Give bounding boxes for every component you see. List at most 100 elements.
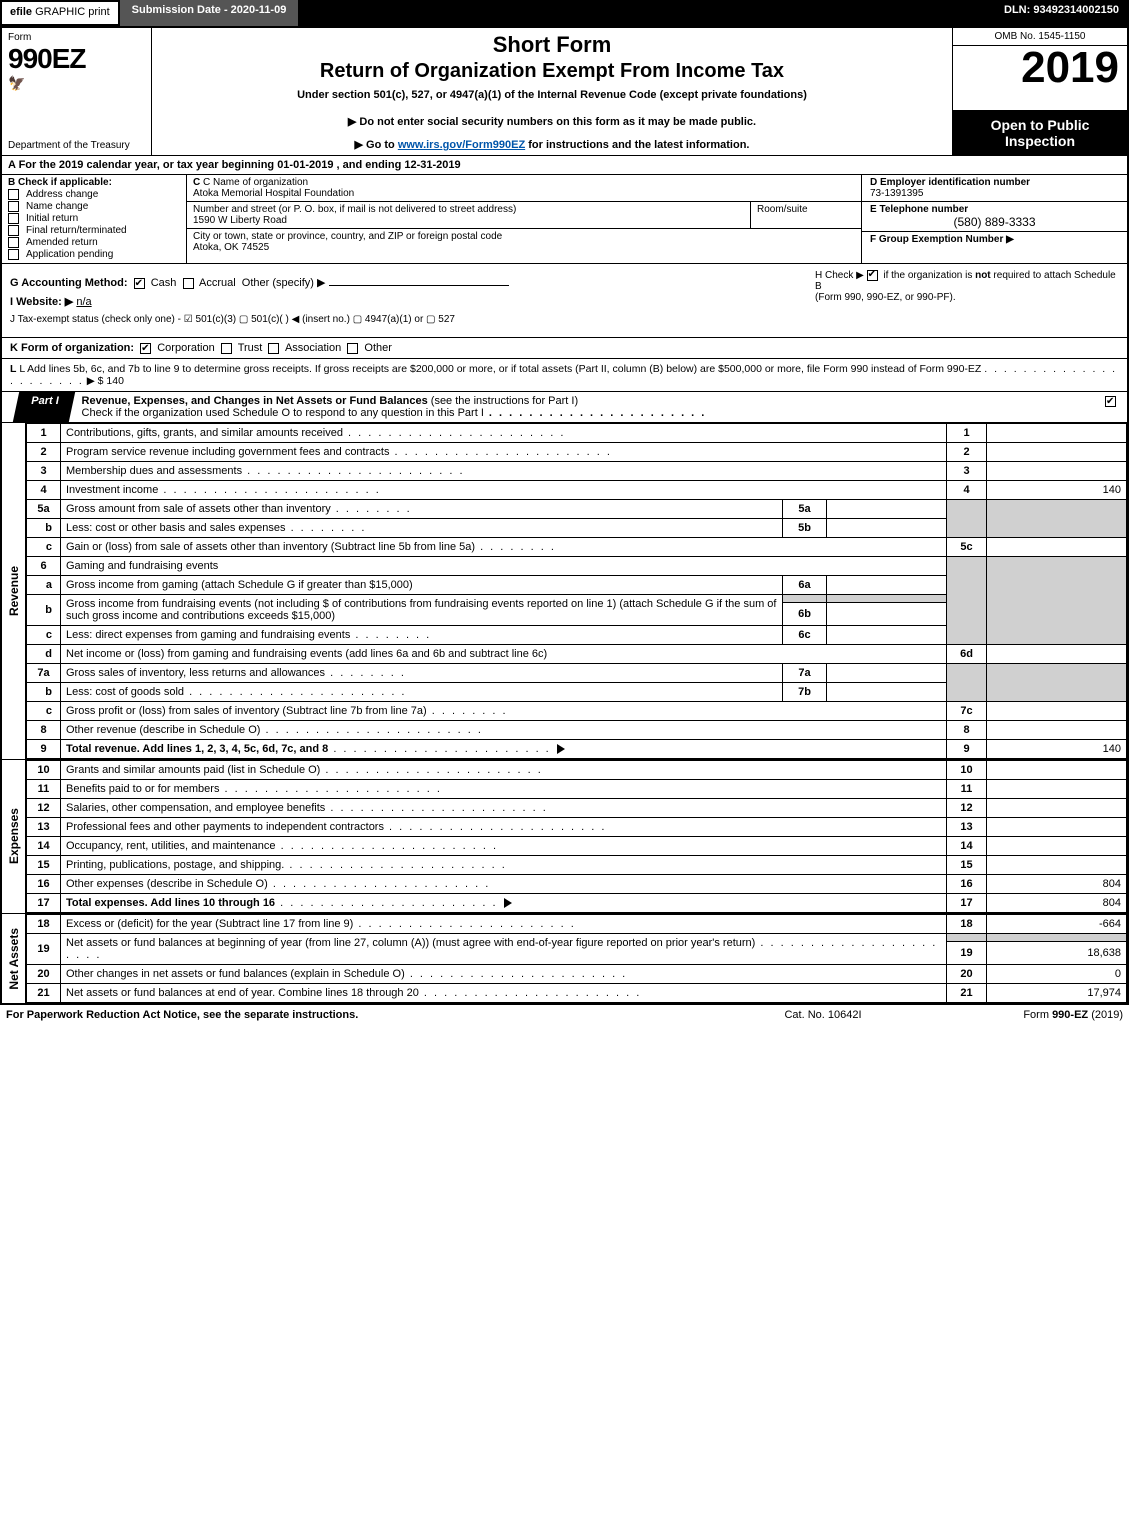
- checkbox-corporation[interactable]: [140, 343, 151, 354]
- checkbox-accrual[interactable]: [183, 278, 194, 289]
- line-num: 15: [27, 856, 61, 875]
- table-row: 18 Excess or (deficit) for the year (Subt…: [27, 915, 1127, 934]
- dots-icon: [260, 724, 482, 736]
- dots-icon: [389, 446, 611, 458]
- checkbox-schedule-b-not-required[interactable]: [867, 270, 878, 281]
- entity-info-block: B Check if applicable: Address change Na…: [2, 175, 1127, 264]
- checkbox-trust[interactable]: [221, 343, 232, 354]
- line-num: 14: [27, 837, 61, 856]
- line-desc: Other revenue (describe in Schedule O): [66, 724, 260, 736]
- checkbox-cash[interactable]: [134, 278, 145, 289]
- line-l-amount: ▶ $ 140: [87, 375, 124, 387]
- checkbox-address-change[interactable]: [8, 189, 19, 200]
- amount: [987, 645, 1127, 664]
- dots-icon: [405, 968, 627, 980]
- goto-suffix: for instructions and the latest informat…: [525, 139, 749, 151]
- grey-cell: [987, 664, 1127, 702]
- line-desc: Other changes in net assets or fund bala…: [66, 968, 405, 980]
- table-row: 10Grants and similar amounts paid (list …: [27, 761, 1127, 780]
- amount: [987, 837, 1127, 856]
- tax-year: 2019: [953, 46, 1127, 111]
- sub-amount: [827, 626, 947, 645]
- sub-amount: [827, 500, 947, 519]
- checkbox-initial-return[interactable]: [8, 213, 19, 224]
- amount: 0: [987, 965, 1127, 984]
- box-num: 6d: [947, 645, 987, 664]
- checkbox-schedule-o-used[interactable]: [1105, 396, 1116, 407]
- line-num: 5a: [27, 500, 61, 519]
- checkbox-final-return[interactable]: [8, 225, 19, 236]
- line-desc: Less: cost or other basis and sales expe…: [66, 522, 286, 534]
- box-c: C C Name of organization Atoka Memorial …: [187, 175, 862, 263]
- line-num: 13: [27, 818, 61, 837]
- sub-box: 7b: [783, 683, 827, 702]
- net-assets-vertical-label: Net Assets: [2, 914, 26, 1003]
- opt-final-return: Final return/terminated: [26, 225, 127, 236]
- box-num: 4: [947, 481, 987, 500]
- other-specify-input[interactable]: [329, 285, 509, 286]
- part-i-title: Revenue, Expenses, and Changes in Net As…: [82, 395, 428, 407]
- grey-cell: [827, 595, 947, 603]
- line-num: c: [27, 702, 61, 721]
- opt-other: Other (specify) ▶: [242, 277, 326, 289]
- h-text2: if the organization is: [883, 270, 975, 281]
- sub-amount: [827, 664, 947, 683]
- dots-icon: [331, 503, 412, 515]
- h-text1: H Check ▶: [815, 270, 867, 281]
- efile-print-button[interactable]: efile GRAPHIC print: [0, 0, 120, 26]
- line-num: 8: [27, 721, 61, 740]
- revenue-vertical-label: Revenue: [2, 423, 26, 759]
- checkbox-application-pending[interactable]: [8, 249, 19, 260]
- dots-icon: [320, 764, 542, 776]
- line-desc: Benefits paid to or for members: [66, 783, 219, 795]
- opt-trust: Trust: [238, 342, 263, 354]
- form-header: Form 990EZ 🦅 Department of the Treasury …: [2, 28, 1127, 156]
- part-i-tab: Part I: [13, 392, 75, 422]
- line-desc: Investment income: [66, 484, 158, 496]
- line-num: 1: [27, 424, 61, 443]
- table-row: 15Printing, publications, postage, and s…: [27, 856, 1127, 875]
- checkbox-association[interactable]: [268, 343, 279, 354]
- part-i-tab-label: Part I: [31, 395, 59, 407]
- dots-icon: [484, 407, 706, 419]
- checkbox-name-change[interactable]: [8, 201, 19, 212]
- opt-other-org: Other: [364, 342, 392, 354]
- line-l-text: L Add lines 5b, 6c, and 7b to line 9 to …: [19, 363, 981, 375]
- line-l: L L Add lines 5b, 6c, and 7b to line 9 t…: [2, 359, 1127, 392]
- amount: [987, 856, 1127, 875]
- line-desc: Gross profit or (loss) from sales of inv…: [66, 705, 427, 717]
- line-num: 12: [27, 799, 61, 818]
- part-i-title-wrap: Revenue, Expenses, and Changes in Net As…: [72, 392, 1097, 422]
- grey-cell: [783, 595, 827, 603]
- box-num: 10: [947, 761, 987, 780]
- checkbox-amended-return[interactable]: [8, 237, 19, 248]
- line-desc: Gross income from fundraising events (no…: [61, 595, 783, 626]
- line-num: 11: [27, 780, 61, 799]
- sub-box: 5a: [783, 500, 827, 519]
- checkbox-other-org[interactable]: [347, 343, 358, 354]
- opt-address-change: Address change: [26, 189, 98, 200]
- group-exemption-label: F Group Exemption Number ▶: [870, 234, 1014, 245]
- line-desc: Gain or (loss) from sale of assets other…: [66, 541, 475, 553]
- line-num: 18: [27, 915, 61, 934]
- line-num: 6: [27, 557, 61, 576]
- amount: [987, 780, 1127, 799]
- line-k-label: K Form of organization:: [10, 342, 134, 354]
- line-desc: Excess or (deficit) for the year (Subtra…: [66, 918, 353, 930]
- line-desc: Total revenue. Add lines 1, 2, 3, 4, 5c,…: [66, 743, 328, 755]
- table-row: 16Other expenses (describe in Schedule O…: [27, 875, 1127, 894]
- goto-link[interactable]: www.irs.gov/Form990EZ: [398, 139, 525, 151]
- line-desc: Gross income from gaming (attach Schedul…: [61, 576, 783, 595]
- line-desc: Net income or (loss) from gaming and fun…: [61, 645, 947, 664]
- part-i-check-line: Check if the organization used Schedule …: [82, 407, 484, 419]
- org-name: Atoka Memorial Hospital Foundation: [193, 188, 855, 199]
- graphic-print-label: GRAPHIC print: [32, 6, 110, 18]
- arrow-icon: [557, 744, 565, 754]
- line-a-tax-year: A For the 2019 calendar year, or tax yea…: [2, 156, 1127, 175]
- amount: [987, 702, 1127, 721]
- opt-accrual: Accrual: [199, 277, 236, 289]
- amount: [987, 818, 1127, 837]
- phone-value: (580) 889-3333: [870, 215, 1119, 229]
- box-num: 14: [947, 837, 987, 856]
- footer-cat-no: Cat. No. 10642I: [723, 1009, 923, 1021]
